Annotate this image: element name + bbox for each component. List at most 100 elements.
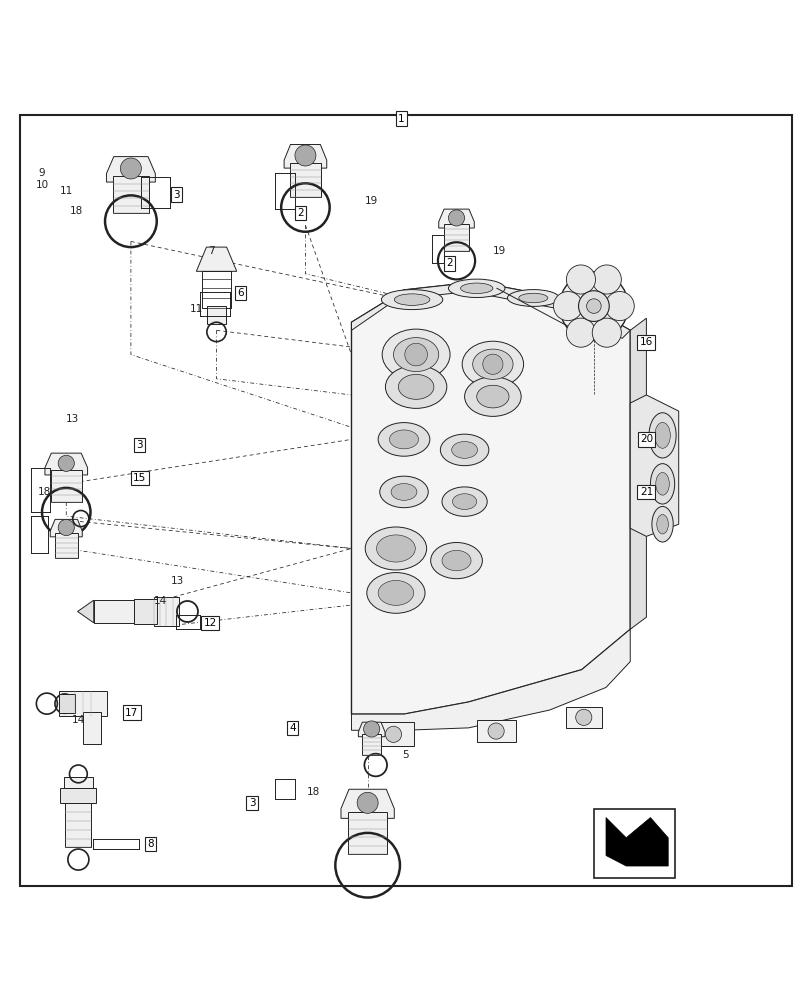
Ellipse shape [380, 476, 428, 508]
Bar [65, 803, 91, 847]
Text: 2: 2 [446, 258, 452, 268]
Text: 13: 13 [171, 576, 184, 586]
Circle shape [592, 265, 621, 294]
Polygon shape [341, 789, 394, 818]
Bar [202, 271, 231, 308]
Bar [55, 533, 78, 558]
Ellipse shape [587, 299, 601, 313]
Text: 2: 2 [297, 208, 304, 218]
Text: 18: 18 [307, 787, 320, 797]
Text: 1: 1 [398, 114, 405, 124]
Circle shape [448, 210, 465, 226]
Text: 16: 16 [640, 337, 653, 347]
Ellipse shape [462, 341, 524, 387]
Text: 14: 14 [72, 715, 85, 725]
Bar [134, 599, 157, 624]
Text: 12: 12 [204, 618, 217, 628]
Ellipse shape [650, 464, 675, 504]
Text: 3: 3 [137, 440, 143, 450]
Bar [348, 812, 387, 854]
Circle shape [566, 318, 595, 347]
Ellipse shape [519, 293, 548, 303]
Text: 18: 18 [70, 206, 83, 216]
Bar [207, 306, 226, 324]
Bar [362, 734, 381, 755]
Ellipse shape [656, 473, 669, 495]
Ellipse shape [385, 365, 447, 408]
Text: 3: 3 [173, 190, 179, 200]
Text: 11: 11 [60, 186, 73, 196]
Polygon shape [284, 144, 326, 168]
Ellipse shape [477, 385, 509, 408]
Ellipse shape [559, 272, 629, 340]
Text: 15: 15 [133, 473, 146, 483]
Polygon shape [107, 157, 155, 182]
Polygon shape [196, 247, 237, 271]
Bar [64, 777, 93, 788]
Circle shape [553, 292, 583, 321]
Bar [94, 600, 134, 623]
Ellipse shape [448, 279, 505, 297]
Text: 18: 18 [38, 487, 51, 497]
Circle shape [295, 145, 316, 166]
Circle shape [357, 792, 378, 813]
Circle shape [58, 519, 74, 536]
Ellipse shape [378, 580, 414, 605]
Circle shape [488, 723, 504, 739]
Text: 5: 5 [402, 750, 409, 760]
Ellipse shape [473, 349, 513, 379]
Circle shape [605, 292, 634, 321]
Ellipse shape [579, 291, 609, 321]
Ellipse shape [654, 422, 671, 448]
Circle shape [385, 726, 402, 742]
Ellipse shape [365, 527, 427, 570]
Text: 19: 19 [493, 246, 506, 256]
Ellipse shape [507, 290, 559, 306]
Ellipse shape [652, 506, 673, 542]
Bar [61, 788, 96, 803]
Text: 6: 6 [238, 288, 244, 298]
Bar [444, 224, 469, 251]
Ellipse shape [398, 374, 434, 399]
Bar [59, 694, 75, 713]
Polygon shape [78, 600, 94, 623]
Ellipse shape [452, 442, 478, 458]
Bar [566, 707, 602, 728]
Ellipse shape [377, 535, 415, 562]
Bar [373, 722, 414, 746]
Ellipse shape [465, 377, 521, 416]
Bar [51, 470, 82, 502]
Ellipse shape [382, 329, 450, 380]
Bar [113, 176, 149, 213]
Polygon shape [439, 209, 474, 228]
Circle shape [638, 485, 651, 498]
Ellipse shape [657, 515, 668, 534]
Circle shape [566, 265, 595, 294]
Ellipse shape [442, 487, 487, 516]
Text: 20: 20 [640, 434, 653, 444]
Text: 4: 4 [289, 723, 296, 733]
Bar [477, 720, 516, 742]
Text: 7: 7 [208, 246, 215, 256]
Ellipse shape [440, 434, 489, 466]
Ellipse shape [391, 484, 417, 500]
Text: 17: 17 [125, 708, 138, 718]
Polygon shape [359, 722, 385, 737]
Text: 10: 10 [36, 180, 48, 190]
Circle shape [120, 158, 141, 179]
Text: 21: 21 [640, 487, 653, 497]
Polygon shape [606, 818, 668, 866]
Polygon shape [351, 282, 630, 714]
Circle shape [575, 709, 592, 725]
Ellipse shape [442, 550, 471, 571]
Bar [290, 163, 321, 197]
Ellipse shape [461, 283, 493, 294]
Bar [59, 691, 107, 716]
Ellipse shape [378, 423, 430, 456]
Bar [83, 712, 101, 744]
Polygon shape [50, 519, 82, 537]
Ellipse shape [381, 290, 443, 310]
Text: 13: 13 [66, 414, 79, 424]
Ellipse shape [367, 573, 425, 613]
Polygon shape [45, 453, 87, 475]
